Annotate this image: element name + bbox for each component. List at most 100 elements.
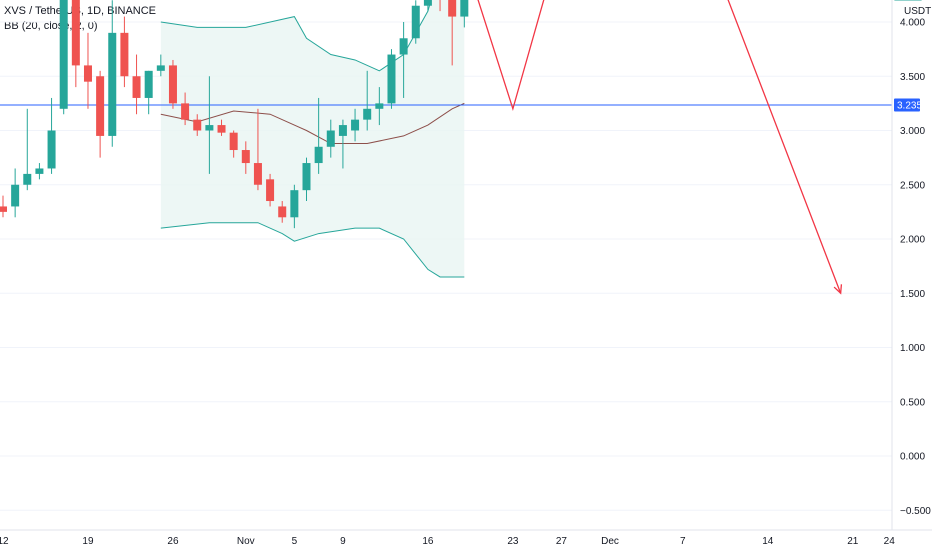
candle-body (96, 76, 105, 136)
candle[interactable] (266, 173, 275, 207)
candle[interactable] (326, 119, 335, 158)
candle[interactable] (59, 0, 68, 115)
candle-body (83, 65, 92, 82)
y-tick-label: −0.500 (900, 506, 931, 517)
level-price-tag (894, 98, 920, 112)
candle[interactable] (11, 168, 20, 218)
candle[interactable] (351, 108, 360, 142)
candle[interactable] (241, 141, 250, 174)
x-tick-label: 5 (292, 536, 298, 547)
candle[interactable] (278, 201, 287, 223)
candle-body (59, 0, 68, 109)
x-tick-label: 12 (0, 536, 9, 547)
currency-label: USDT (904, 6, 931, 17)
candle-body (120, 32, 129, 77)
candle-body (326, 130, 335, 147)
y-tick-label: 4.000 (900, 18, 925, 29)
candle[interactable] (387, 49, 396, 109)
time-axis-background (0, 530, 932, 550)
x-tick-label: 7 (680, 536, 686, 547)
candle-body (351, 119, 360, 131)
x-tick-label: 19 (82, 536, 94, 547)
candle[interactable] (23, 108, 32, 191)
x-tick-label: 9 (340, 536, 346, 547)
candle[interactable] (168, 59, 177, 109)
candle-body (363, 108, 372, 120)
candle-body (278, 206, 287, 218)
y-tick-label: 0.000 (900, 452, 925, 463)
candle[interactable] (47, 97, 56, 174)
y-tick-label: 2.000 (900, 235, 925, 246)
candle[interactable] (460, 0, 469, 28)
candle-body (302, 163, 311, 191)
x-tick-label: 16 (422, 536, 434, 547)
candle[interactable] (35, 163, 44, 180)
candle-body (253, 163, 262, 185)
candle[interactable] (156, 54, 165, 77)
candle[interactable] (363, 70, 372, 131)
candle-body (411, 5, 420, 39)
candle[interactable] (399, 22, 408, 98)
candle-body (168, 65, 177, 104)
price-axis[interactable]: USDT 8.5008.0007.5007.0006.5006.0005.500… (892, 0, 932, 550)
candle[interactable] (120, 16, 129, 88)
y-tick-label: 0.500 (900, 397, 925, 408)
candle[interactable] (108, 0, 117, 147)
candle-body (314, 146, 323, 164)
candle[interactable] (290, 184, 299, 229)
candle-body (11, 184, 20, 207)
x-tick-label: 24 (884, 536, 896, 547)
candle[interactable] (338, 119, 347, 169)
candle[interactable] (0, 195, 7, 218)
chart-title: XVS / TetherUS, 1D, BINANCE (4, 5, 157, 17)
x-tick-label: 26 (167, 536, 179, 547)
candle-body (144, 70, 153, 98)
candle[interactable] (448, 0, 457, 66)
x-tick-label: 14 (762, 536, 774, 547)
level-price-label: 3.235 (897, 101, 922, 112)
candle[interactable] (229, 130, 238, 158)
candle[interactable] (144, 70, 153, 115)
candle-body (290, 190, 299, 218)
candle[interactable] (375, 87, 384, 126)
candle[interactable] (205, 76, 214, 174)
candle-body (132, 76, 141, 98)
candle[interactable] (314, 97, 323, 174)
x-tick-label: Nov (237, 536, 255, 547)
price-axis-background (892, 0, 932, 530)
candle-body (205, 125, 214, 131)
candle-body (156, 65, 165, 71)
x-tick-label: Dec (601, 536, 619, 547)
candle-body (108, 32, 117, 136)
candle[interactable] (253, 108, 262, 191)
candle-body (387, 54, 396, 104)
y-tick-label: 3.000 (900, 126, 925, 137)
candle[interactable] (181, 92, 190, 126)
candle[interactable] (302, 157, 311, 202)
plot-area[interactable] (0, 0, 892, 550)
projection-path[interactable] (440, 0, 842, 294)
candle[interactable] (411, 0, 420, 44)
projection-arrowhead (833, 284, 843, 295)
candle-body (229, 132, 238, 151)
candle-body (47, 130, 56, 169)
candle[interactable] (423, 0, 432, 12)
y-tick-label: 2.500 (900, 180, 925, 191)
candle-body (423, 0, 432, 6)
y-tick-label: 3.500 (900, 72, 925, 83)
y-tick-label: 1.500 (900, 289, 925, 300)
candle-body (181, 103, 190, 120)
candle[interactable] (217, 119, 226, 136)
y-tick-label: 1.000 (900, 343, 925, 354)
candle[interactable] (83, 32, 92, 109)
candle-body (35, 168, 44, 174)
candle[interactable] (132, 54, 141, 115)
candle-body (193, 119, 202, 131)
candle[interactable] (71, 0, 80, 88)
candle-body (0, 206, 7, 212)
candle[interactable] (96, 70, 105, 158)
bb-lower-line (160, 222, 465, 278)
candle[interactable] (193, 114, 202, 136)
